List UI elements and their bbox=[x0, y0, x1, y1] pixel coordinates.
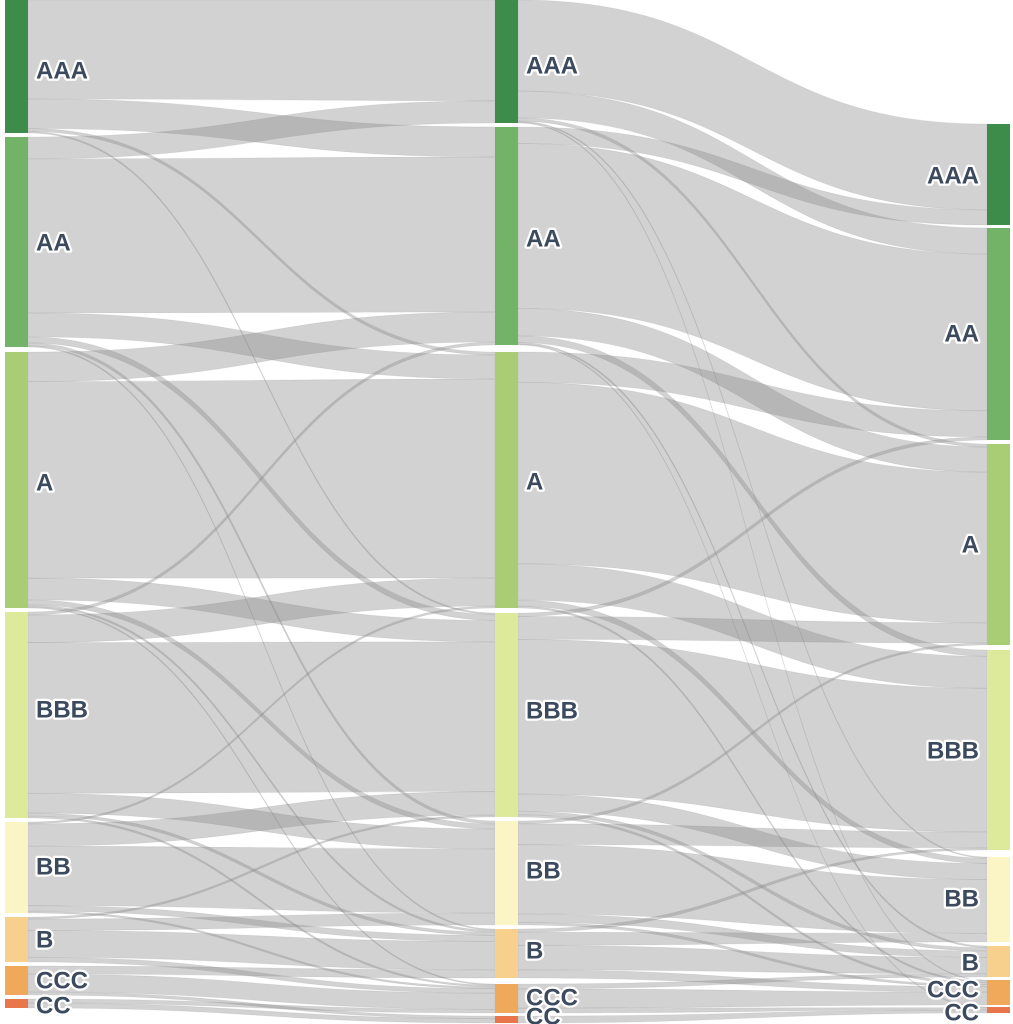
sankey-node-p3-CCC bbox=[987, 980, 1010, 1005]
sankey-node-p2-CCC bbox=[495, 984, 518, 1013]
node-label-p3-BB: BB bbox=[944, 886, 979, 913]
sankey-node-p1-CCC bbox=[5, 966, 28, 995]
node-label-p3-CCC: CCC bbox=[927, 977, 979, 1004]
sankey-node-p2-BBB bbox=[495, 613, 518, 817]
sankey-node-p3-BB bbox=[987, 857, 1010, 942]
node-label-p2-AAA: AAA bbox=[526, 53, 578, 80]
node-label-p3-AA: AA bbox=[944, 321, 979, 348]
node-label-p1-BB: BB bbox=[36, 854, 71, 881]
sankey-node-p1-AAA bbox=[5, 0, 28, 133]
sankey-node-p3-AAA bbox=[987, 124, 1010, 225]
node-label-p2-CC: CC bbox=[526, 1004, 561, 1024]
flow-p2-p3-CCC-to-CCC bbox=[517, 988, 988, 1009]
node-label-p1-B: B bbox=[36, 927, 53, 954]
node-label-p2-BBB: BBB bbox=[526, 698, 578, 725]
sankey-node-p1-BBB bbox=[5, 612, 28, 818]
node-label-p2-A: A bbox=[526, 469, 543, 496]
sankey-node-p1-B bbox=[5, 917, 28, 962]
sankey-node-p3-B bbox=[987, 946, 1010, 977]
node-label-p2-CCC: CCC bbox=[526, 985, 578, 1012]
node-label-p3-BBB: BBB bbox=[927, 738, 979, 765]
sankey-node-p2-AA bbox=[495, 127, 518, 345]
node-label-p1-AA: AA bbox=[36, 230, 71, 257]
sankey-node-p3-CC bbox=[987, 1007, 1010, 1013]
flow-p1-p2-AAA-to-AAA bbox=[27, 0, 496, 102]
sankey-node-p2-BB bbox=[495, 821, 518, 925]
sankey-node-p2-A bbox=[495, 352, 518, 608]
sankey-node-p1-AA bbox=[5, 137, 28, 347]
sankey-node-p3-AA bbox=[987, 228, 1010, 440]
flow-p1-p2-BB-to-BB bbox=[27, 845, 496, 914]
sankey-node-p1-A bbox=[5, 352, 28, 608]
node-label-p1-A: A bbox=[36, 470, 53, 497]
sankey-node-p1-BB bbox=[5, 822, 28, 913]
node-label-p2-B: B bbox=[526, 938, 543, 965]
node-label-p3-CC: CC bbox=[944, 1000, 979, 1024]
node-label-p1-BBB: BBB bbox=[36, 697, 88, 724]
flow-p1-p2-AA-to-AA bbox=[27, 156, 496, 314]
flow-p1-p2-BBB-to-BBB bbox=[27, 641, 496, 794]
sankey-node-p1-CC bbox=[5, 999, 28, 1008]
node-label-p3-AAA: AAA bbox=[927, 163, 979, 190]
node-label-p3-B: B bbox=[962, 950, 979, 977]
node-label-p2-AA: AA bbox=[526, 226, 561, 253]
node-label-p1-CC: CC bbox=[36, 993, 71, 1020]
node-label-p1-AAA: AAA bbox=[36, 58, 88, 85]
sankey-node-p2-AAA bbox=[495, 0, 518, 123]
sankey-node-p3-BBB bbox=[987, 650, 1010, 850]
sankey-node-p2-CC bbox=[495, 1016, 518, 1023]
node-label-p1-CCC: CCC bbox=[36, 968, 88, 995]
node-label-p3-A: A bbox=[962, 532, 979, 559]
sankey-node-p3-A bbox=[987, 444, 1010, 645]
sankey-node-p2-B bbox=[495, 929, 518, 978]
node-label-p2-BB: BB bbox=[526, 858, 561, 885]
